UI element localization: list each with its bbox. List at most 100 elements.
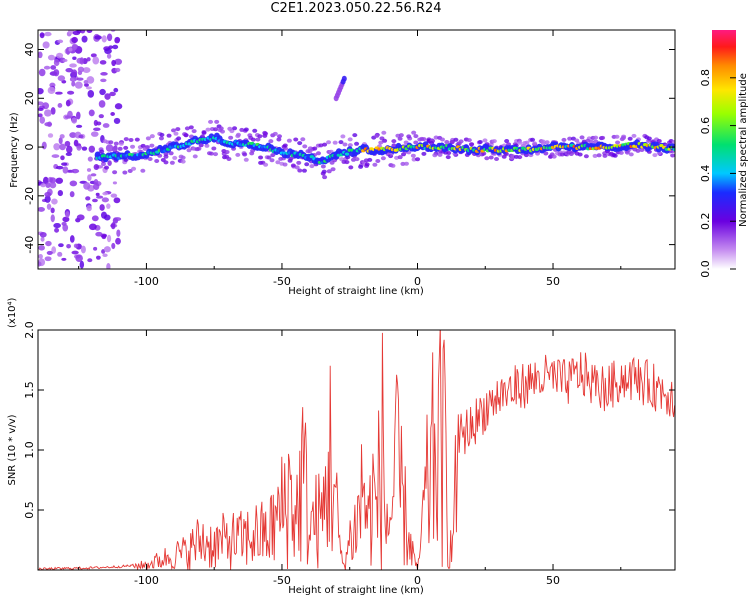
noise-blob — [95, 231, 103, 237]
noise-blob — [57, 75, 66, 82]
ridge-halo — [437, 152, 443, 157]
noise-blob — [72, 30, 81, 36]
noise-blob — [51, 154, 60, 158]
spectrogram-frame — [37, 29, 676, 270]
noise-blob — [44, 122, 53, 127]
noise-blob — [86, 30, 93, 33]
noise-blob — [101, 197, 109, 203]
snr-x-axis-label: Height of straight line (km) — [288, 585, 424, 596]
y-tick-label: -20 — [23, 187, 36, 205]
noise-blob — [114, 58, 123, 65]
ridge-halo — [180, 159, 186, 164]
noise-blob — [106, 234, 112, 243]
noise-blob — [65, 99, 71, 107]
noise-blob — [108, 45, 114, 50]
ridge-halo — [579, 135, 585, 140]
ridge-halo — [158, 136, 164, 141]
noise-blob — [96, 255, 101, 260]
noise-blob — [49, 181, 57, 189]
noise-blob — [44, 191, 52, 198]
ridge-halo — [445, 155, 451, 160]
ridge-halo — [192, 154, 198, 159]
ridge-halo — [243, 127, 249, 132]
noise-blob — [55, 91, 63, 95]
ridge-halo — [112, 146, 118, 151]
ridge-halo — [128, 137, 134, 142]
ridge-halo — [186, 148, 192, 153]
ridge-halo — [628, 152, 634, 157]
ridge-halo — [342, 142, 348, 147]
ridge-halo — [567, 136, 573, 141]
noise-blob — [99, 88, 106, 96]
noise-blob — [71, 36, 78, 43]
noise-blob — [92, 198, 98, 203]
ridge-halo — [227, 126, 233, 131]
y-tick-label: 1.0 — [23, 441, 36, 459]
noise-blob — [88, 223, 97, 231]
noise-blob — [88, 109, 95, 117]
colorbar-tick-label: 0.0 — [699, 260, 712, 278]
noise-blob — [50, 214, 55, 223]
y-tick-label: 0 — [23, 144, 36, 151]
noise-blob — [93, 119, 98, 127]
snr-frame — [37, 329, 676, 571]
noise-blob — [81, 35, 88, 43]
ridge-halo — [403, 140, 409, 145]
ridge-peak — [672, 148, 675, 152]
noise-blob — [87, 156, 93, 162]
ridge-halo — [322, 175, 328, 180]
ridge-halo — [466, 138, 472, 143]
ridge-halo — [100, 162, 106, 167]
ridge-halo — [205, 127, 211, 132]
noise-blob — [91, 215, 99, 222]
noise-blob — [76, 77, 84, 81]
noise-blob — [47, 54, 56, 61]
ridge-halo — [315, 151, 321, 156]
ridge-halo — [631, 133, 637, 138]
noise-blob — [69, 132, 77, 138]
noise-blob — [87, 89, 95, 98]
noise-blob — [62, 224, 69, 232]
noise-blob — [78, 134, 84, 139]
ridge-halo — [304, 162, 310, 167]
y-tick-label: 40 — [23, 43, 36, 57]
noise-blob — [90, 53, 97, 58]
ridge-halo — [296, 160, 302, 165]
ridge-halo — [134, 137, 140, 142]
noise-blob — [103, 246, 111, 253]
noise-blob — [76, 145, 83, 149]
noise-blob — [47, 133, 54, 138]
noise-blob — [73, 243, 79, 249]
ridge-halo — [176, 136, 182, 141]
noise-blob — [51, 246, 57, 254]
ridge-halo — [348, 165, 354, 170]
ridge-halo — [282, 146, 288, 151]
ridge-halo — [330, 167, 336, 172]
noise-blob — [86, 76, 95, 84]
ridge-halo — [326, 140, 332, 145]
noise-blob — [53, 58, 60, 67]
ridge-halo — [297, 168, 303, 173]
noise-blob — [74, 81, 83, 89]
ridge-halo — [398, 133, 404, 138]
ridge-halo — [415, 157, 421, 162]
ridge-halo — [406, 134, 412, 139]
ridge-halo — [175, 127, 181, 132]
noise-blob — [56, 52, 64, 59]
ridge-halo — [275, 160, 281, 165]
ridge-halo — [211, 146, 217, 151]
noise-blob — [104, 48, 112, 55]
ridge-halo — [397, 155, 403, 160]
noise-blob — [58, 243, 64, 248]
noise-blob — [75, 254, 83, 263]
ridge-halo — [656, 138, 662, 143]
ridge-halo — [184, 126, 190, 131]
noise-blob — [92, 56, 100, 65]
ridge-halo — [293, 137, 299, 142]
noise-blob — [57, 39, 64, 44]
noise-blob — [106, 263, 111, 269]
noise-blob — [50, 107, 56, 115]
ridge-halo — [286, 138, 292, 143]
ridge-halo — [446, 150, 452, 155]
ridge-halo — [620, 136, 626, 141]
